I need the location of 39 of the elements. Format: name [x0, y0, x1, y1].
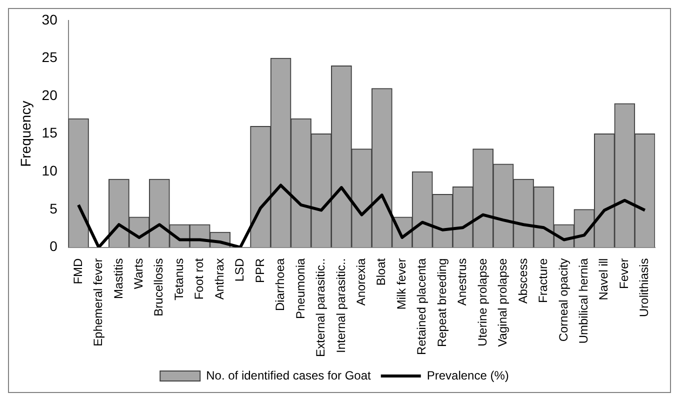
x-tick-label: Tetanus [172, 258, 186, 300]
x-tick-label: Diarrhoea [273, 258, 288, 311]
x-tick-label: Corneal opacity [556, 258, 570, 342]
x-tick-label: Internal parasitic.. [334, 258, 348, 354]
x-tick-label: Retained placenta [414, 258, 429, 356]
x-tick-label: Abscess [516, 258, 530, 304]
x-tick-label: Uterine prolapse [475, 258, 490, 346]
x-tick-label: Bloat [374, 258, 388, 286]
x-tick-label: PPR [252, 258, 267, 283]
y-tick-label: 25 [42, 49, 58, 66]
y-tick-label: 10 [42, 162, 58, 179]
y-axis-title: Frequency [17, 100, 34, 167]
legend-label: Prevalence (%) [426, 368, 509, 382]
x-tick-label: Fracture [536, 258, 550, 303]
x-tick-label: External parasitic.. [314, 258, 328, 358]
x-tick-label: Anorexia [354, 258, 368, 306]
x-tick-label: Brucellosis [152, 258, 166, 316]
y-tick-label: 0 [50, 238, 58, 254]
x-tick-label: Pneumonia [293, 258, 308, 320]
y-tick-label: 20 [42, 86, 58, 103]
x-tick-label: Anthrax [212, 258, 226, 300]
x-tick-label: FMD [70, 258, 85, 284]
x-tick-label: Urolithiasis [637, 258, 652, 317]
y-tick-label: 15 [42, 124, 58, 141]
x-tick-label: Vaginal prolapse [496, 258, 510, 347]
x-tick-label: Warts [131, 258, 146, 290]
x-tick-label: Anestrus [455, 258, 470, 306]
x-tick-label: Ephemeral fever [91, 258, 106, 346]
x-tick-label: Fever [616, 258, 631, 289]
x-tick-label: Umbilical hernia [576, 258, 591, 344]
y-tick-label: 5 [50, 200, 58, 216]
x-tick-label: Repeat breeding [434, 258, 449, 348]
legend-label: No. of identified cases for Goat [206, 368, 372, 382]
x-tick-label: Navel ill [596, 258, 611, 300]
y-tick-label: 30 [42, 11, 58, 28]
x-tick-label: Foot rot [192, 258, 206, 300]
x-tick-label: Mastitis [111, 258, 126, 299]
x-tick-label: Milk fever [394, 258, 408, 310]
x-tick-label: LSD [232, 258, 247, 282]
